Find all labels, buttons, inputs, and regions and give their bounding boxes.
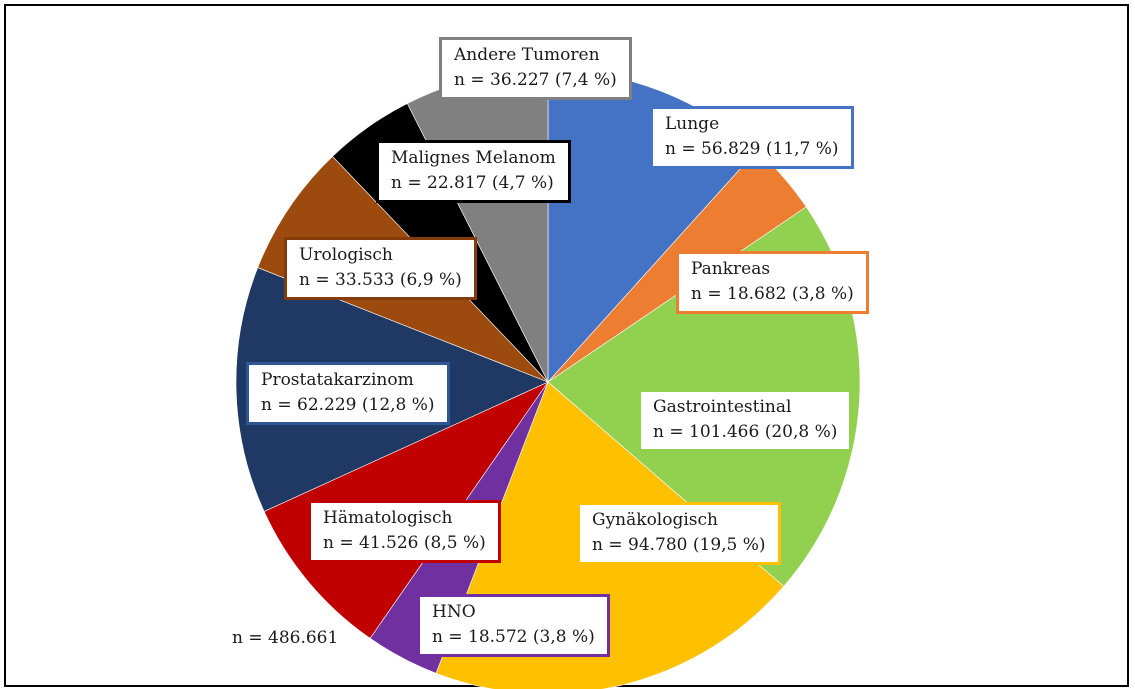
label-name: Lunge — [665, 114, 720, 134]
label-hno: HNO n = 18.572 (3,8 %) — [417, 594, 610, 657]
label-value: n = 62.229 (12,8 %) — [261, 395, 435, 415]
label-name: Prostatakarzinom — [261, 370, 414, 390]
label-name: Gynäkologisch — [592, 510, 718, 530]
label-value: n = 18.682 (3,8 %) — [691, 284, 854, 304]
label-value: n = 101.466 (20,8 %) — [653, 422, 838, 442]
label-name: Malignes Melanom — [391, 148, 556, 168]
label-value: n = 18.572 (3,8 %) — [432, 627, 595, 647]
label-name: Pankreas — [691, 259, 771, 279]
label-name: Gastrointestinal — [653, 397, 792, 417]
label-prostatakarzinom: Prostatakarzinom n = 62.229 (12,8 %) — [246, 362, 450, 425]
label-urologisch: Urologisch n = 33.533 (6,9 %) — [284, 237, 477, 300]
label-value: n = 22.817 (4,7 %) — [391, 173, 554, 193]
label-value: n = 56.829 (11,7 %) — [665, 139, 839, 159]
label-haematologisch: Hämatologisch n = 41.526 (8,5 %) — [308, 500, 501, 563]
label-malignes-melanom: Malignes Melanom n = 22.817 (4,7 %) — [376, 140, 571, 203]
label-andere-tumoren: Andere Tumoren n = 36.227 (7,4 %) — [439, 37, 632, 100]
total-count: n = 486.661 — [232, 628, 339, 648]
label-name: HNO — [432, 602, 476, 622]
label-value: n = 41.526 (8,5 %) — [323, 533, 486, 553]
label-value: n = 36.227 (7,4 %) — [454, 70, 617, 90]
label-lunge: Lunge n = 56.829 (11,7 %) — [650, 106, 854, 169]
label-gynaekologisch: Gynäkologisch n = 94.780 (19,5 %) — [577, 502, 781, 565]
label-value: n = 94.780 (19,5 %) — [592, 535, 766, 555]
label-value: n = 33.533 (6,9 %) — [299, 270, 462, 290]
label-name: Urologisch — [299, 245, 393, 265]
label-name: Hämatologisch — [323, 508, 453, 528]
label-pankreas: Pankreas n = 18.682 (3,8 %) — [676, 251, 869, 314]
label-name: Andere Tumoren — [454, 45, 600, 65]
label-gastrointestinal: Gastrointestinal n = 101.466 (20,8 %) — [638, 389, 853, 452]
